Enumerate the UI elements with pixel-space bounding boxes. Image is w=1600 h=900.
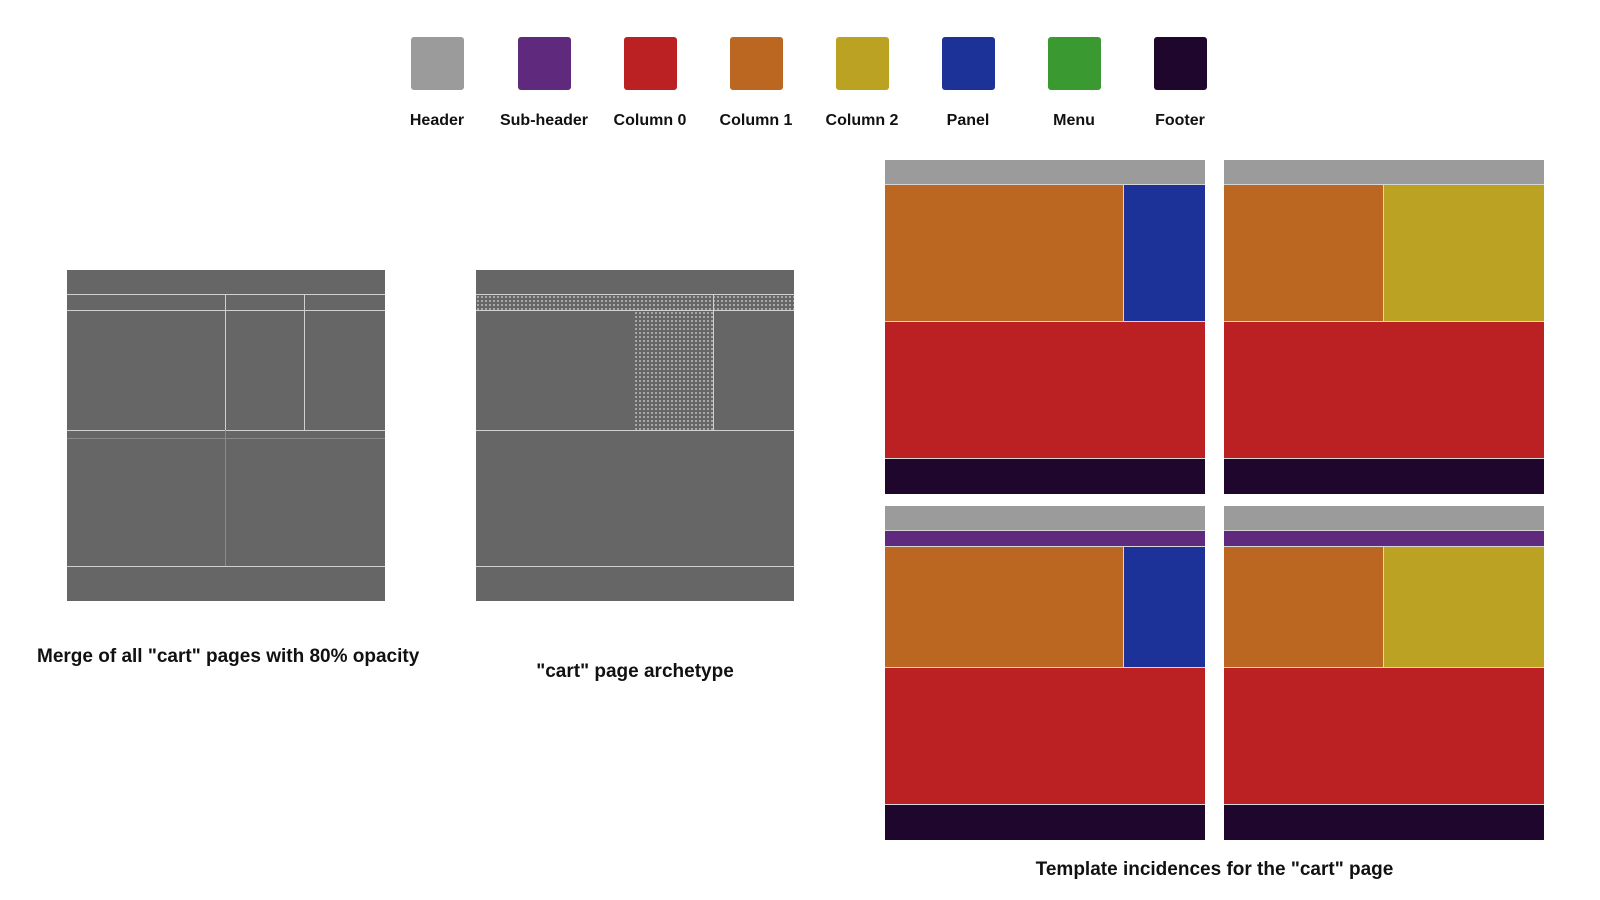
template-incidence-1 (885, 160, 1205, 494)
template-incidence-2 (1224, 160, 1544, 494)
sub-header-block (1224, 531, 1544, 547)
legend-swatch-footer (1153, 37, 1207, 90)
sub-header-block (885, 531, 1205, 547)
header-block (885, 160, 1205, 185)
legend-item-sub-header: Sub-header (484, 37, 604, 130)
legend-item-header: Header (377, 37, 497, 130)
legend-item-panel: Panel (908, 37, 1028, 130)
column-0-block (885, 322, 1205, 459)
panel-block (1124, 547, 1205, 668)
legend-label-header: Header (409, 112, 465, 129)
archetype-overlay (476, 270, 794, 601)
legend-label-column-1: Column 1 (719, 112, 793, 129)
legend-item-column-2: Column 2 (802, 37, 922, 130)
footer-block (885, 805, 1205, 840)
template-incidence-3 (885, 506, 1205, 840)
legend-item-menu: Menu (1014, 37, 1134, 130)
header-block (1224, 506, 1544, 531)
legend-label-sub-header: Sub-header (499, 112, 588, 129)
legend-label-column-2: Column 2 (825, 112, 899, 129)
archetype-caption: "cart" page archetype (536, 661, 734, 682)
column-1-block (885, 185, 1124, 322)
column-2-block (1384, 185, 1544, 322)
column-0-block (1224, 668, 1544, 805)
legend-label-column-0: Column 0 (613, 112, 687, 129)
header-block (1224, 160, 1544, 185)
legend-label-footer: Footer (1155, 112, 1205, 129)
legend-label-menu: Menu (1053, 112, 1095, 129)
legend-swatch-column-1 (729, 37, 783, 90)
merge-overlay (67, 270, 385, 601)
column-1-block (1224, 185, 1384, 322)
legend-item-column-1: Column 1 (696, 37, 816, 130)
legend-item-footer: Footer (1120, 37, 1240, 130)
legend-label-panel: Panel (946, 112, 990, 129)
panel-block (1124, 185, 1205, 322)
column-1-block (885, 547, 1124, 668)
column-1-block (1224, 547, 1384, 668)
merge-caption: Merge of all "cart" pages with 80% opaci… (37, 646, 420, 667)
legend-swatch-column-2 (835, 37, 889, 90)
footer-block (1224, 805, 1544, 840)
legend-item-column-0: Column 0 (590, 37, 710, 130)
footer-block (1224, 459, 1544, 494)
template-incidence-4 (1224, 506, 1544, 840)
column-0-block (1224, 322, 1544, 459)
column-0-block (885, 668, 1205, 805)
footer-block (885, 459, 1205, 494)
legend-swatch-menu (1047, 37, 1101, 90)
column-2-block (1384, 547, 1544, 668)
legend-swatch-header (410, 37, 464, 90)
legend-swatch-sub-header (517, 37, 571, 90)
legend-swatch-panel (941, 37, 995, 90)
legend-swatch-column-0 (623, 37, 677, 90)
header-block (885, 506, 1205, 531)
templates-caption: Template incidences for the "cart" page (1035, 859, 1394, 880)
